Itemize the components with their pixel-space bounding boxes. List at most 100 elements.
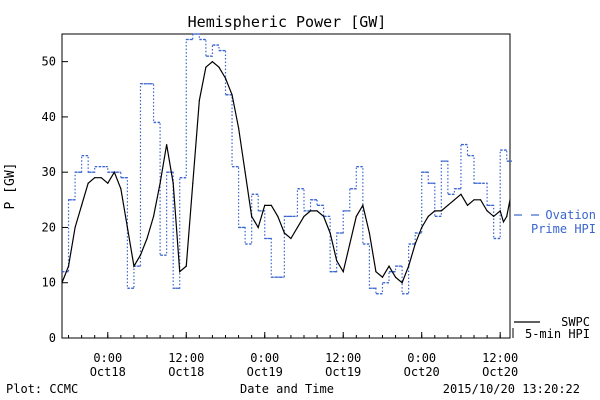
swpc-data-point [342,271,344,273]
swpc-data-point [329,232,331,234]
legend-swpc-label: SWPC [561,315,590,329]
series-ovation-line [62,33,510,295]
swpc-data-point [107,182,109,184]
swpc-data-point [94,177,96,179]
swpc-data-point [224,77,227,79]
swpc-data-point [146,237,148,240]
swpc-data-point [414,243,416,245]
swpc-data-point [309,210,312,212]
swpc-data-point [381,276,384,278]
swpc-data-point [499,210,501,212]
swpc-data-point [486,210,488,212]
swpc-data-point [172,182,174,184]
swpc-data-point [87,182,89,184]
x-tick-date-label: Oct18 [90,365,126,379]
swpc-data-point [185,265,187,267]
swpc-data-point [133,265,135,267]
x-tick-label: 12:00 [168,351,204,365]
swpc-data-point [323,215,325,217]
swpc-data-point [120,188,122,190]
swpc-data-point [290,237,292,240]
swpc-data-point [466,204,469,206]
x-axis-label: Date and Time [240,382,334,396]
swpc-data-point [198,99,200,101]
swpc-data-point [67,265,70,267]
y-axis-label: P [GW] [3,163,18,210]
swpc-data-point [139,254,142,256]
swpc-data-point [166,143,168,146]
swpc-data-point [270,204,272,206]
swpc-data-point [506,215,508,217]
x-tick-label: 0:00 [250,351,279,365]
swpc-data-point [113,171,115,173]
swpc-data-point [159,182,161,184]
swpc-data-point [100,177,102,179]
swpc-data-point [237,127,240,129]
swpc-data-point [421,226,423,229]
swpc-data-point [375,271,377,273]
swpc-data-point [296,226,299,229]
swpc-data-point [394,276,397,278]
chart-title: Hemispheric Power [GW] [188,13,387,31]
swpc-data-point [408,265,410,267]
x-tick-date-label: Oct19 [325,365,361,379]
x-tick-label: 0:00 [407,351,436,365]
swpc-data-point [355,215,357,217]
swpc-data-point [211,61,214,63]
swpc-data-point [401,282,403,284]
swpc-data-point [349,243,351,245]
plot-frame [61,33,511,339]
x-tick-date-label: Oct19 [247,365,283,379]
swpc-data-point [434,210,436,212]
swpc-data-point [336,260,338,262]
swpc-data-point [453,199,456,201]
y-tick-label: 40 [42,110,56,124]
swpc-data-point [283,232,285,234]
swpc-data-point [231,94,233,96]
swpc-data-point [460,193,462,195]
swpc-data-point [152,215,155,217]
swpc-data-point [218,66,220,68]
x-tick-date-label: Oct20 [404,365,440,379]
swpc-data-point [126,226,129,229]
legend-ovation-label: Ovation [545,208,596,222]
swpc-data-point [479,199,482,201]
y-tick-label: 20 [42,220,56,234]
y-axis-ticks: 0 10 20 30 40 50 [42,55,68,345]
x-tick-date-label: Oct20 [482,365,518,379]
y-tick-label: 50 [42,55,56,69]
y-tick-label: 30 [42,165,56,179]
swpc-data-point [362,204,364,206]
y-tick-label: 10 [42,276,56,290]
timestamp: 2015/10/20 13:20:22 [442,382,580,396]
swpc-data-point [179,271,181,273]
swpc-data-point [303,215,305,217]
swpc-data-point [316,210,318,212]
swpc-data-point [61,282,63,284]
x-tick-label: 12:00 [482,351,518,365]
legend-swpc-label: 5-min HPI [525,327,590,341]
swpc-data-point [81,204,83,206]
swpc-data-point [447,204,449,206]
swpc-data-point [502,221,505,223]
swpc-data-point [473,199,475,201]
swpc-data-point [251,215,253,217]
swpc-data-point [257,226,259,229]
swpc-data-point [427,215,429,217]
legend-ovation-label: Prime HPI [531,222,596,236]
x-axis-ticks: 0:00Oct1812:00Oct180:00Oct1912:00Oct190:… [68,332,518,379]
series-swpc-line [61,60,511,284]
swpc-data-point [277,215,279,217]
x-tick-label: 12:00 [325,351,361,365]
swpc-data-point [192,182,194,184]
swpc-data-point [205,66,207,68]
swpc-data-point [74,226,76,229]
y-tick-label: 0 [49,331,56,345]
x-tick-date-label: Oct18 [168,365,204,379]
series-layer [61,33,512,295]
swpc-data-point [509,199,511,201]
swpc-data-point [440,210,442,212]
plot-credit: Plot: CCMC [6,382,79,396]
